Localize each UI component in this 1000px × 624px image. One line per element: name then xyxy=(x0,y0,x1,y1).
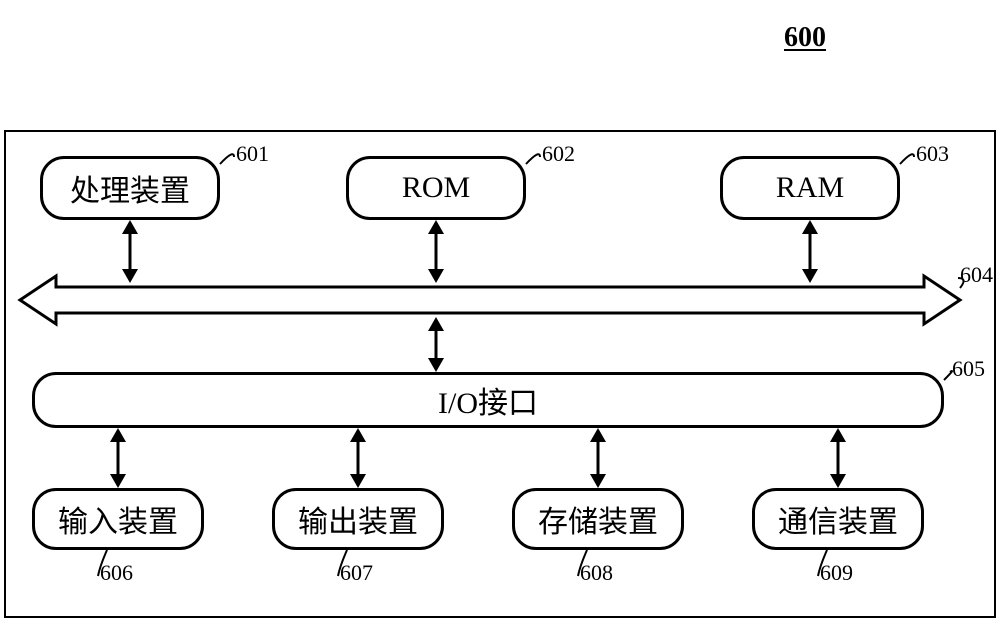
box-label: 处理装置 xyxy=(70,166,190,210)
callout-608: 608 xyxy=(580,560,613,586)
callout-601: 601 xyxy=(236,141,269,167)
box-label: 存储装置 xyxy=(538,497,658,541)
box-input-device: 输入装置 xyxy=(32,488,204,550)
box-rom: ROM xyxy=(346,156,526,220)
diagram-canvas: 600 处理装置 ROM RAM I/O接口 输入装置 输出装置 存储装置 通信… xyxy=(0,0,1000,624)
box-label: ROM xyxy=(402,171,470,205)
box-communication-device: 通信装置 xyxy=(752,488,924,550)
box-label: 输出装置 xyxy=(298,497,418,541)
box-output-device: 输出装置 xyxy=(272,488,444,550)
callout-604: 604 xyxy=(960,262,993,288)
box-label: 输入装置 xyxy=(58,497,178,541)
callout-602: 602 xyxy=(542,141,575,167)
figure-number-text: 600 xyxy=(784,22,826,53)
figure-number: 600 xyxy=(784,22,826,54)
callout-603: 603 xyxy=(916,141,949,167)
box-label: I/O接口 xyxy=(438,378,538,422)
box-io-interface: I/O接口 xyxy=(32,372,944,428)
box-ram: RAM xyxy=(720,156,900,220)
callout-605: 605 xyxy=(952,356,985,382)
callout-607: 607 xyxy=(340,560,373,586)
box-storage-device: 存储装置 xyxy=(512,488,684,550)
box-label: RAM xyxy=(776,171,844,205)
callout-609: 609 xyxy=(820,560,853,586)
box-label: 通信装置 xyxy=(778,497,898,541)
callout-606: 606 xyxy=(100,560,133,586)
box-processing-device: 处理装置 xyxy=(40,156,220,220)
